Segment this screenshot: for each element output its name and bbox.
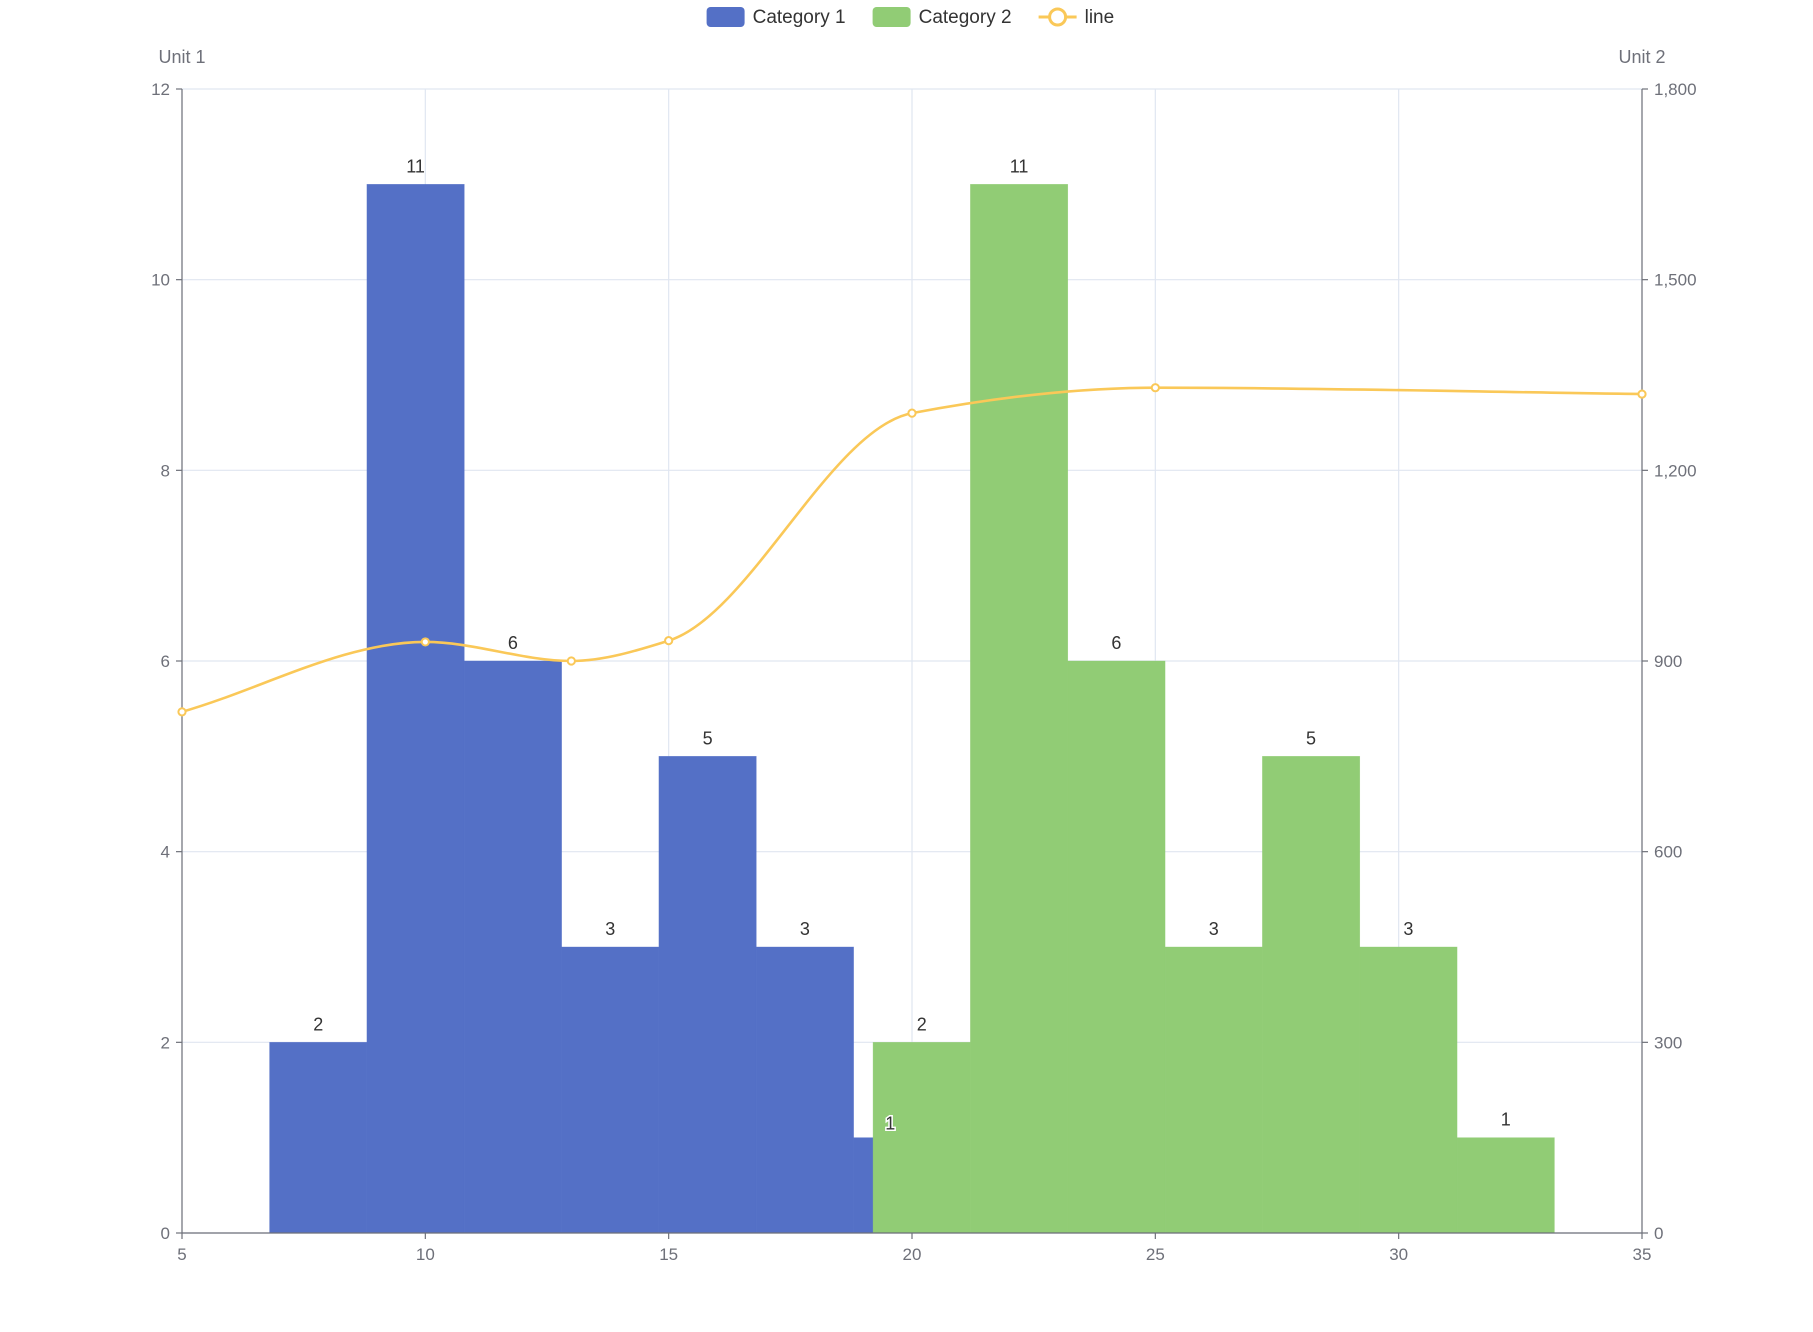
bar-series-1 bbox=[269, 1042, 368, 1234]
bar-series-2 bbox=[970, 184, 1069, 1234]
legend-item-1[interactable]: Category 1 bbox=[706, 7, 846, 28]
line-series-point bbox=[177, 707, 187, 717]
line-series-point bbox=[907, 408, 917, 418]
line-series-point bbox=[420, 637, 430, 647]
line-series-layer bbox=[177, 383, 1647, 717]
y-axis-left-name: Unit 1 bbox=[158, 47, 205, 67]
bar-series-1 bbox=[463, 660, 562, 1234]
bar-series-2 bbox=[1262, 756, 1361, 1234]
y-right-tick-label: 600 bbox=[1654, 843, 1682, 862]
y-left-tick-label: 6 bbox=[161, 652, 170, 671]
bar-series-2 bbox=[1067, 660, 1166, 1234]
bar-label-series-2: 1 bbox=[1501, 1110, 1511, 1130]
line-series-point bbox=[664, 636, 674, 646]
bar-series-2 bbox=[1456, 1137, 1555, 1234]
legend-item-3[interactable]: line bbox=[1038, 7, 1115, 28]
bar-label-series-2: 6 bbox=[1111, 633, 1121, 653]
bar-series-1 bbox=[755, 946, 854, 1234]
line-series-point bbox=[1150, 383, 1160, 393]
bar-label-series-1: 6 bbox=[508, 633, 518, 653]
bars-layer bbox=[269, 184, 1555, 1234]
y-left-tick-label: 2 bbox=[161, 1033, 170, 1052]
bar-label-series-2: 5 bbox=[1306, 728, 1316, 748]
y-left-tick-label: 8 bbox=[161, 461, 170, 480]
legend-swatch bbox=[872, 7, 911, 27]
bar-series-1 bbox=[561, 946, 660, 1234]
x-tick-label: 10 bbox=[416, 1245, 435, 1264]
bar-series-2 bbox=[1164, 946, 1263, 1234]
x-tick-label: 25 bbox=[1146, 1245, 1165, 1264]
bar-series-2 bbox=[1359, 946, 1458, 1234]
y-right-tick-label: 1,500 bbox=[1654, 271, 1697, 290]
x-tick-label: 15 bbox=[659, 1245, 678, 1264]
bar-label-series-2: 2 bbox=[917, 1014, 927, 1034]
x-tick-label: 5 bbox=[177, 1245, 186, 1264]
bar-label-series-2: 3 bbox=[1209, 919, 1219, 939]
y-right-tick-label: 900 bbox=[1654, 652, 1682, 671]
bar-series-1 bbox=[658, 756, 757, 1234]
bar-labels-layer: 2 11 6 3 5 3 1 2 11 6 3 5 3 1 bbox=[313, 156, 1511, 1135]
y-right-tick-label: 1,200 bbox=[1654, 461, 1697, 480]
y-right-tick-label: 0 bbox=[1654, 1224, 1663, 1243]
line-series-point bbox=[566, 656, 576, 666]
y-right-tick-label: 300 bbox=[1654, 1033, 1682, 1052]
bar-label-series-1: 1 bbox=[885, 1114, 895, 1134]
bar-label-series-1: 3 bbox=[605, 919, 615, 939]
y-left-tick-label: 0 bbox=[161, 1224, 170, 1243]
legend-label: Category 1 bbox=[753, 7, 846, 28]
bar-label-series-1: 11 bbox=[406, 156, 425, 176]
y-right-tick-label: 1,800 bbox=[1654, 80, 1697, 99]
bar-label-series-1: 3 bbox=[800, 919, 810, 939]
x-tick-label: 35 bbox=[1633, 1245, 1652, 1264]
legend-item-2[interactable]: Category 2 bbox=[872, 7, 1012, 28]
y-left-tick-label: 12 bbox=[151, 80, 170, 99]
legend-label: Category 2 bbox=[919, 7, 1012, 28]
bar-label-series-1: 5 bbox=[703, 728, 713, 748]
x-tick-label: 20 bbox=[903, 1245, 922, 1264]
legend-label: line bbox=[1085, 7, 1115, 28]
legend-line-marker bbox=[1048, 7, 1068, 27]
bar-series-1 bbox=[366, 184, 465, 1234]
y-left-tick-label: 10 bbox=[151, 271, 170, 290]
bar-label-series-1: 2 bbox=[313, 1014, 323, 1034]
line-series-point bbox=[1637, 389, 1647, 399]
x-tick-label: 30 bbox=[1389, 1245, 1408, 1264]
bar-label-series-2: 11 bbox=[1010, 156, 1029, 176]
bar-series-2 bbox=[872, 1042, 971, 1234]
y-left-tick-label: 4 bbox=[161, 843, 170, 862]
legend-swatch bbox=[706, 7, 745, 27]
y-axis-right-name: Unit 2 bbox=[1618, 47, 1665, 67]
bar-label-series-2: 3 bbox=[1403, 919, 1413, 939]
legend[interactable]: Category 1 Category 2 line bbox=[706, 7, 1115, 28]
